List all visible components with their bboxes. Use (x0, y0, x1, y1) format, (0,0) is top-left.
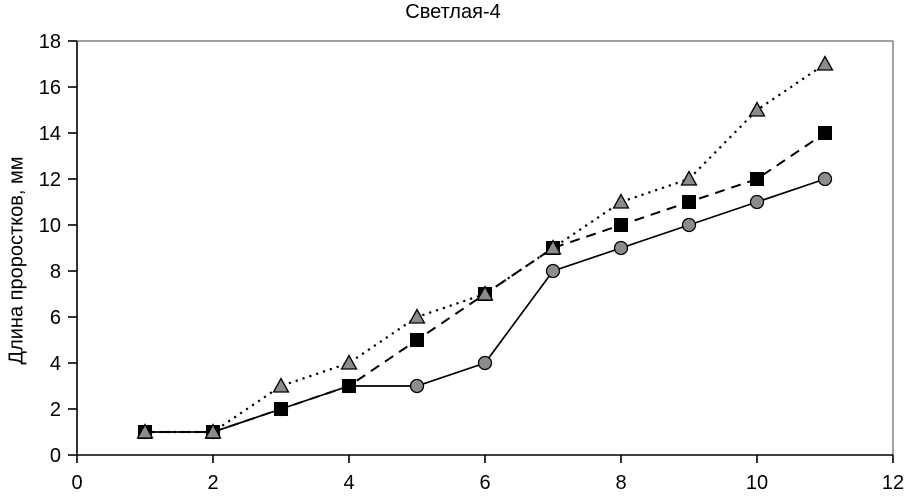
y-tick-label: 4 (50, 353, 61, 375)
x-tick-label: 10 (746, 472, 768, 494)
data-point-triangles-dotted (272, 377, 290, 393)
data-point-circles-solid (749, 194, 765, 210)
x-tick-label: 6 (479, 472, 490, 494)
data-point-circles-solid (817, 171, 833, 187)
data-point-circles-solid (613, 240, 629, 256)
data-point-triangles-dotted (340, 354, 358, 370)
y-tick-label: 10 (39, 215, 61, 237)
data-point-triangles-dotted (204, 423, 222, 439)
x-tick-label: 12 (882, 472, 904, 494)
data-point-triangles-dotted (680, 170, 698, 186)
data-point-triangles-dotted (136, 423, 154, 439)
data-point-triangles-dotted (544, 239, 562, 255)
data-point-squares-dashed (342, 379, 356, 393)
data-point-squares-dashed (614, 218, 628, 232)
data-point-squares-dashed (818, 126, 832, 140)
y-tick-label: 12 (39, 169, 61, 191)
data-point-squares-dashed (274, 402, 288, 416)
y-tick-label: 8 (50, 261, 61, 283)
data-point-circles-solid (409, 378, 425, 394)
data-point-circles-solid (477, 355, 493, 371)
series-line-squares-dashed (145, 132, 826, 433)
y-tick-label: 2 (50, 399, 61, 421)
series-line-triangles-dotted (145, 63, 826, 434)
data-point-circles-solid (545, 263, 561, 279)
data-point-triangles-dotted (476, 285, 494, 301)
data-point-triangles-dotted (408, 308, 426, 324)
data-point-squares-dashed (410, 333, 424, 347)
data-point-triangles-dotted (612, 193, 630, 209)
data-point-circles-solid (681, 217, 697, 233)
y-tick-label: 14 (39, 123, 61, 145)
data-point-squares-dashed (750, 172, 764, 186)
data-point-triangles-dotted (748, 101, 766, 117)
x-tick-label: 8 (615, 472, 626, 494)
x-tick-label: 0 (71, 472, 82, 494)
x-tick-label: 2 (207, 472, 218, 494)
series-line-circles-solid (145, 178, 826, 433)
data-point-triangles-dotted (816, 55, 834, 71)
y-tick-label: 0 (50, 445, 61, 467)
y-tick-label: 6 (50, 307, 61, 329)
y-tick-label: 16 (39, 77, 61, 99)
chart-title: Светлая-4 (405, 1, 501, 23)
data-point-squares-dashed (682, 195, 696, 209)
y-tick-label: 18 (39, 31, 61, 53)
x-tick-label: 4 (343, 472, 354, 494)
